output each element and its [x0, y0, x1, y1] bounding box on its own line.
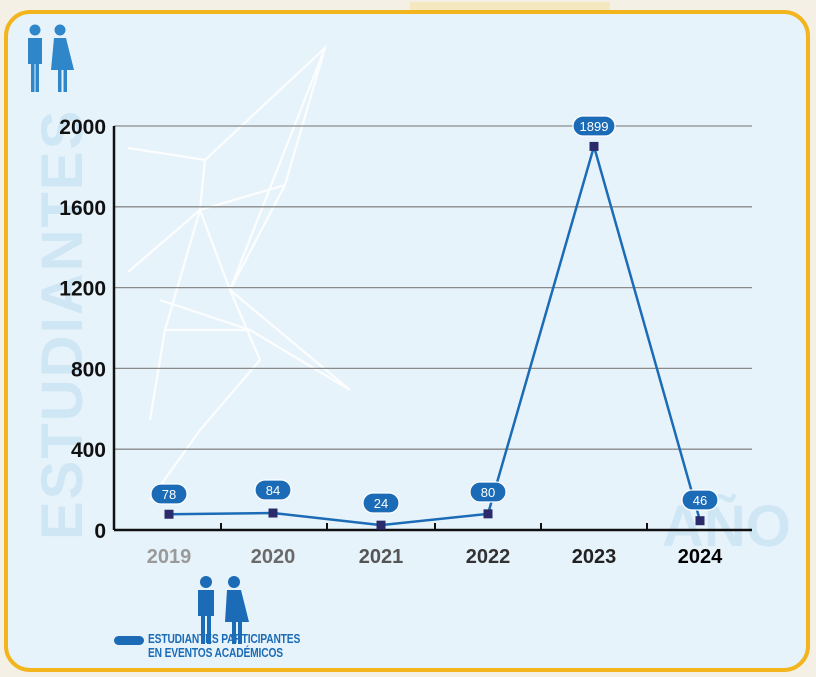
x-tick-label: 2022	[466, 546, 511, 568]
y-tick-label: 2000	[59, 116, 106, 139]
data-label: 80	[481, 485, 495, 500]
students-icon	[28, 24, 74, 92]
data-label: 1899	[580, 119, 609, 134]
data-label: 84	[266, 483, 280, 498]
legend-swatch	[114, 636, 144, 645]
x-tick-label: 2021	[359, 546, 404, 568]
data-label-pill	[469, 481, 507, 503]
data-point-marker	[483, 509, 493, 519]
data-label-pill	[362, 492, 400, 514]
data-point-marker	[376, 520, 386, 530]
students-icon	[198, 576, 249, 644]
decorative-network-graphic	[127, 44, 351, 501]
data-label: 46	[693, 493, 707, 508]
data-point-marker	[268, 508, 278, 518]
y-axis-title: ESTUDIANTES	[30, 109, 95, 540]
data-point-marker	[695, 516, 705, 526]
data-point-marker	[164, 509, 174, 519]
y-tick-label: 1600	[59, 197, 106, 220]
y-tick-label: 800	[71, 358, 106, 381]
data-label: 78	[162, 487, 176, 502]
data-point-marker	[589, 141, 599, 151]
x-tick-label: 2023	[572, 546, 617, 568]
legend-label-line2: EN EVENTOS ACADÉMICOS	[148, 646, 283, 660]
data-label-pill	[150, 483, 188, 505]
data-label-pill	[254, 479, 292, 501]
chart-panel	[4, 10, 810, 672]
data-label: 24	[374, 496, 388, 511]
series-line	[168, 141, 702, 527]
legend-label-line1: ESTUDIANTES PARTICIPANTES	[148, 632, 301, 646]
x-tick-label: 2019	[147, 546, 192, 568]
x-tick-label: 2024	[678, 546, 723, 568]
y-tick-label: 1200	[59, 278, 106, 301]
x-tick-label: 2020	[251, 546, 296, 568]
data-label-pill	[681, 489, 719, 511]
y-tick-label: 0	[94, 520, 106, 543]
data-label-pill	[572, 115, 616, 137]
legend-label: ESTUDIANTES PARTICIPANTES EN EVENTOS ACA…	[148, 632, 361, 660]
y-tick-label: 400	[71, 439, 106, 462]
